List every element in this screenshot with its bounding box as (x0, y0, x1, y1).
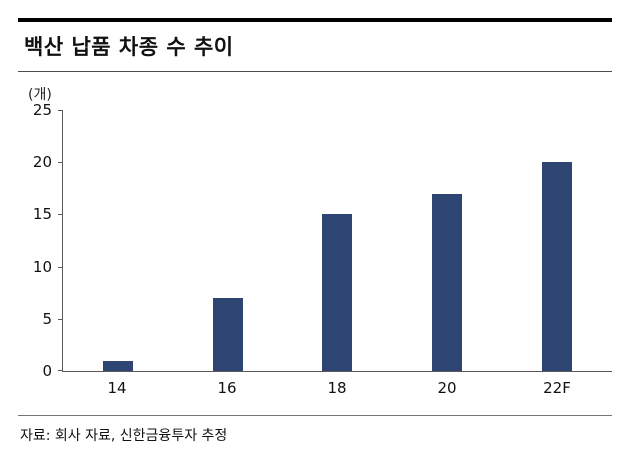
x-tick-label: 20 (437, 379, 457, 397)
x-tick-label: 22F (543, 379, 571, 397)
bar-column (173, 110, 283, 371)
x-tick-label: 18 (327, 379, 347, 397)
bar-chart: 0 5 10 15 20 25 (18, 101, 612, 380)
source-note: 자료: 회사 자료, 신한금융투자 추정 (18, 415, 612, 445)
y-axis: 0 5 10 15 20 25 (18, 101, 62, 380)
bar-column (502, 110, 612, 371)
y-tick-mark (58, 214, 63, 216)
x-axis-labels: 14 16 18 20 22F (62, 379, 612, 397)
y-tick-mark (58, 110, 63, 111)
x-tick-label: 16 (217, 379, 237, 397)
y-tick-label: 0 (42, 362, 52, 380)
bar (542, 162, 573, 371)
y-tick-mark (58, 318, 63, 320)
plot-area (58, 110, 612, 372)
y-tick-mark (58, 370, 63, 371)
bar (322, 214, 353, 371)
title-block: 백산 납품 차종 수 추이 (18, 18, 612, 72)
bar-column (392, 110, 502, 371)
y-tick-label: 15 (32, 205, 52, 224)
y-tick-label: 25 (32, 101, 52, 119)
bar-column (63, 110, 173, 371)
bar (432, 193, 463, 371)
y-axis-unit-label: (개) (28, 87, 52, 103)
y-tick-label: 20 (32, 153, 52, 172)
y-tick-label: 5 (42, 309, 52, 328)
bar-column (283, 110, 393, 371)
x-tick-label: 14 (107, 379, 127, 397)
chart-title: 백산 납품 차종 수 추이 (24, 35, 234, 59)
y-tick-mark (58, 266, 63, 268)
y-tick-mark (58, 162, 63, 164)
bar-columns (63, 110, 612, 371)
bar (102, 360, 133, 371)
y-tick-label: 10 (32, 257, 52, 276)
bar (212, 297, 243, 371)
